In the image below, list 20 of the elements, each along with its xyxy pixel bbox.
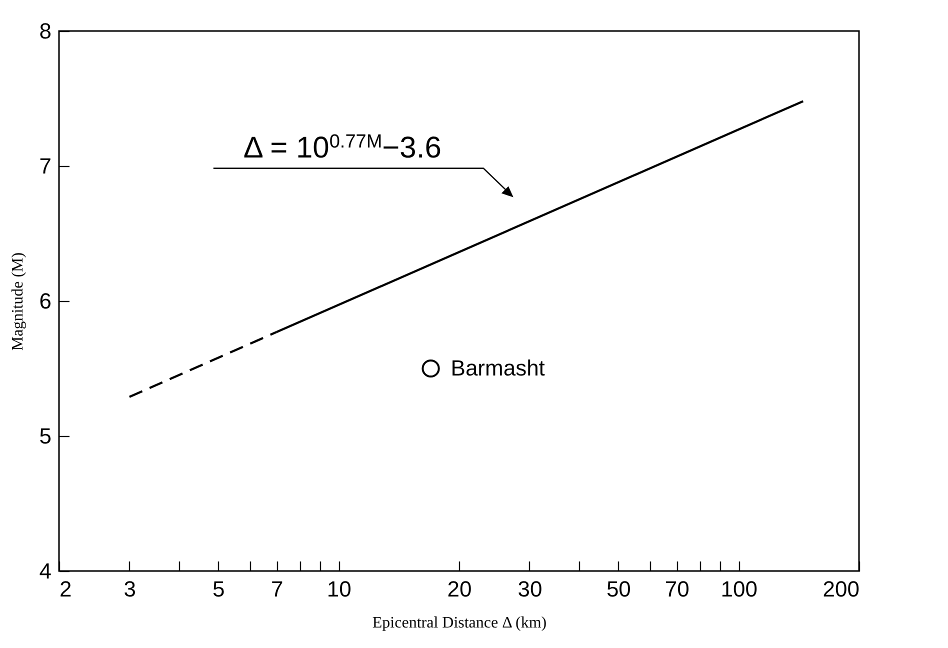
x-tick-label: 2 <box>60 576 72 602</box>
x-tick-label: 5 <box>212 576 225 602</box>
y-tick-label: 8 <box>39 18 52 44</box>
series-label: Barmasht <box>450 356 545 380</box>
y-tick-label: 4 <box>39 558 52 584</box>
x-axis-title: Epicentral Distance Δ (km) <box>372 614 547 632</box>
x-tick-label: 10 <box>326 576 352 602</box>
x-tick-label: 30 <box>518 576 542 602</box>
x-tick-label: 7 <box>271 576 284 602</box>
x-tick-label: 20 <box>447 576 472 602</box>
y-tick-label: 7 <box>39 154 52 178</box>
x-tick-label: 200 <box>822 576 860 602</box>
y-tick-label: 6 <box>39 288 52 314</box>
annotation: Δ = 10$^{0.77M}$−3.6 <box>243 130 442 164</box>
x-tick-label: 70 <box>664 576 690 602</box>
x-tick-label: 3 <box>124 576 136 602</box>
y-tick-label: 5 <box>39 424 52 448</box>
x-tick-label: 50 <box>606 576 631 602</box>
y-axis-title: Magnitude (M) <box>9 252 26 351</box>
x-tick-label: 100 <box>720 576 758 602</box>
